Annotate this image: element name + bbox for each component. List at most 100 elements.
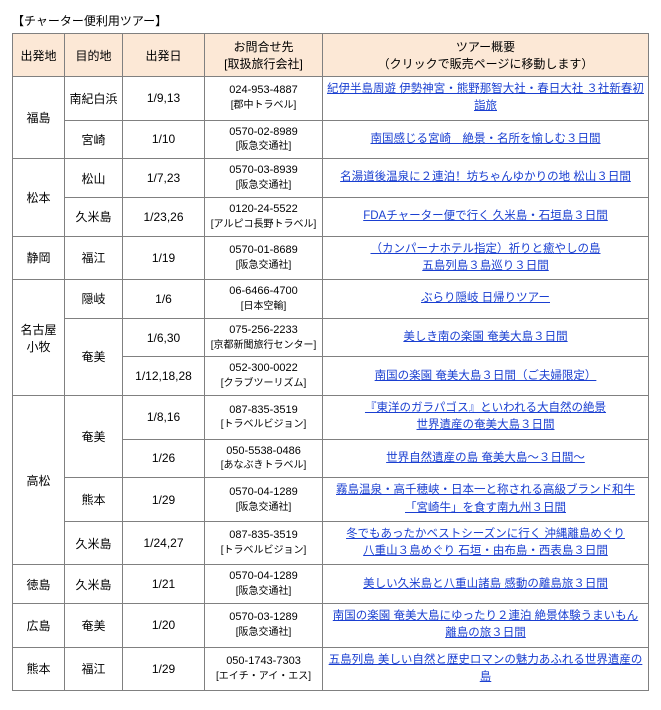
header-summary: ツアー概要 （クリックで販売ページに移動します）	[323, 34, 649, 77]
destination-cell: 福江	[65, 647, 123, 691]
summary-cell: 世界自然遺産の島 奄美大島～３日間～	[323, 439, 649, 478]
contact-agency: [京都新聞旅行センター]	[211, 340, 317, 351]
summary-cell: 美しい久米島と八重山諸島 感動の離島旅３日間	[323, 565, 649, 604]
tour-link[interactable]: 世界自然遺産の島 奄美大島～３日間～	[386, 452, 585, 464]
destination-cell: 久米島	[65, 565, 123, 604]
tour-table: 出発地 目的地 出発日 お問合せ先 [取扱旅行会社] ツアー概要 （クリックで販…	[12, 33, 649, 691]
date-cell: 1/23,26	[123, 197, 205, 236]
contact-agency: [阪急交通社]	[236, 141, 292, 152]
date-cell: 1/8,16	[123, 396, 205, 440]
tour-link[interactable]: 「宮崎牛」を食す南九州３日間	[405, 502, 566, 514]
contact-cell: 0570-02-8989 [阪急交通社]	[205, 120, 323, 159]
summary-cell: 『東洋のガラパゴス』といわれる大自然の絶景世界遺産の奄美大島３日間	[323, 396, 649, 440]
contact-phone: 052-300-0022	[229, 362, 298, 374]
contact-agency: [トラベルビジョン]	[221, 419, 307, 430]
contact-phone: 024-953-4887	[229, 84, 298, 96]
contact-agency: [阪急交通社]	[236, 502, 292, 513]
header-origin: 出発地	[13, 34, 65, 77]
contact-cell: 0570-04-1289 [阪急交通社]	[205, 565, 323, 604]
destination-cell: 奄美	[65, 604, 123, 648]
date-cell: 1/7,23	[123, 159, 205, 198]
table-row: 松本松山1/7,230570-03-8939[阪急交通社]名湯道後温泉に２連泊！…	[13, 159, 649, 198]
contact-cell: 052-300-0022[クラブツーリズム]	[205, 357, 323, 396]
contact-phone: 0570-02-8989	[229, 126, 298, 138]
summary-cell: 名湯道後温泉に２連泊！坊ちゃんゆかりの地 松山３日間	[323, 159, 649, 198]
date-cell: 1/26	[123, 439, 205, 478]
contact-cell: 087-835-3519[トラベルビジョン]	[205, 521, 323, 565]
tour-link[interactable]: 名湯道後温泉に２連泊！坊ちゃんゆかりの地 松山３日間	[340, 171, 631, 183]
tour-link[interactable]: 八重山３島めぐり 石垣・由布島・西表島３日間	[363, 545, 608, 557]
contact-agency: [阪急交通社]	[236, 260, 292, 271]
destination-cell: 松山	[65, 159, 123, 198]
tour-link[interactable]: 南国の楽園 奄美大島にゆったり２連泊 絶景体験うまいもん	[333, 610, 638, 622]
tour-link[interactable]: 五島列島３島巡り３日間	[422, 260, 549, 272]
table-row: 高松奄美1/8,16087-835-3519[トラベルビジョン]『東洋のガラパゴ…	[13, 396, 649, 440]
origin-cell: 松本	[13, 159, 65, 236]
table-caption: 【チャーター便利用ツアー】	[12, 12, 649, 29]
contact-agency: [郡中トラベル]	[231, 100, 297, 111]
tour-link[interactable]: 霧島温泉・高千穂峡・日本一と称される高級ブランド和牛	[336, 484, 635, 496]
contact-cell: 0120-24-5522[アルピコ長野トラベル]	[205, 197, 323, 236]
tour-link[interactable]: 美しい久米島と八重山諸島 感動の離島旅３日間	[363, 578, 608, 590]
table-row: 奄美1/6,30075-256-2233[京都新聞旅行センター]美しき南の楽園 …	[13, 318, 649, 357]
table-row: 徳島久米島1/21 0570-04-1289 [阪急交通社] 美しい久米島と八重山諸島…	[13, 565, 649, 604]
summary-cell: 南国の楽園 奄美大島３日間（ご夫婦限定）	[323, 357, 649, 396]
contact-cell: 0570-03-1289[阪急交通社]	[205, 604, 323, 648]
contact-agency: [阪急交通社]	[236, 586, 292, 597]
contact-phone: 0570-04-1289	[229, 570, 298, 582]
origin-cell: 福島	[13, 77, 65, 159]
destination-cell: 久米島	[65, 521, 123, 565]
table-row: 広島奄美1/200570-03-1289[阪急交通社] 南国の楽園 奄美大島にゆっ…	[13, 604, 649, 648]
contact-phone: 087-835-3519	[229, 529, 298, 541]
contact-cell: 0570-01-8689 [阪急交通社]	[205, 236, 323, 280]
tour-link[interactable]: 離島の旅３日間	[445, 627, 526, 639]
origin-cell: 徳島	[13, 565, 65, 604]
contact-agency: [あなぶきトラベル]	[221, 460, 307, 471]
date-cell: 1/19	[123, 236, 205, 280]
tour-link[interactable]: 南国感じる宮崎 絶景・名所を愉しむ３日間	[371, 133, 601, 145]
tour-link[interactable]: 美しき南の楽園 奄美大島３日間	[403, 331, 567, 343]
table-row: 静岡福江1/19 0570-01-8689 [阪急交通社] （カンパーナホテル指定）祈…	[13, 236, 649, 280]
date-cell: 1/6,30	[123, 318, 205, 357]
tour-link[interactable]: 南国の楽園 奄美大島３日間（ご夫婦限定）	[375, 370, 597, 382]
contact-cell: 024-953-4887 [郡中トラベル]	[205, 77, 323, 121]
summary-cell: 紀伊半島周遊 伊勢神宮・熊野那智大社・春日大社 ３社新春初詣旅	[323, 77, 649, 121]
date-cell: 1/9,13	[123, 77, 205, 121]
table-row: 熊本福江1/29050-1743-7303[エイチ・アイ・エス] 五島列島 美しい…	[13, 647, 649, 691]
destination-cell: 宮崎	[65, 120, 123, 159]
summary-cell: 霧島温泉・高千穂峡・日本一と称される高級ブランド和牛「宮崎牛」を食す南九州３日間	[323, 478, 649, 522]
contact-phone: 0570-03-1289	[229, 611, 298, 623]
summary-cell: 南国感じる宮崎 絶景・名所を愉しむ３日間	[323, 120, 649, 159]
tour-link[interactable]: FDAチャーター便で行く 久米島・石垣島３日間	[363, 210, 608, 222]
header-row: 出発地 目的地 出発日 お問合せ先 [取扱旅行会社] ツアー概要 （クリックで販…	[13, 34, 649, 77]
contact-agency: [阪急交通社]	[236, 180, 292, 191]
tour-link[interactable]: 紀伊半島周遊 伊勢神宮・熊野那智大社・春日大社 ３社新春初詣旅	[327, 83, 644, 112]
table-row: 久米島1/23,260120-24-5522[アルピコ長野トラベル]FDAチャー…	[13, 197, 649, 236]
destination-cell: 福江	[65, 236, 123, 280]
tour-link[interactable]: （カンパーナホテル指定）祈りと癒やしの島	[371, 243, 601, 255]
date-cell: 1/29	[123, 478, 205, 522]
contact-cell: 06-6466-4700[日本空輸]	[205, 280, 323, 319]
contact-phone: 0570-01-8689	[229, 244, 298, 256]
origin-cell: 静岡	[13, 236, 65, 280]
date-cell: 1/29	[123, 647, 205, 691]
destination-cell: 奄美	[65, 318, 123, 395]
tour-link[interactable]: 冬でもあったかベストシーズンに行く 沖縄離島めぐり	[346, 528, 625, 540]
tour-link[interactable]: 島	[480, 671, 492, 683]
tour-link[interactable]: ぶらり隠岐 日帰りツアー	[421, 292, 550, 304]
contact-phone: 050-1743-7303	[226, 655, 301, 667]
date-cell: 1/21	[123, 565, 205, 604]
tour-link[interactable]: 世界遺産の奄美大島３日間	[417, 419, 555, 431]
header-contact: お問合せ先 [取扱旅行会社]	[205, 34, 323, 77]
header-date: 出発日	[123, 34, 205, 77]
summary-cell: （カンパーナホテル指定）祈りと癒やしの島五島列島３島巡り３日間	[323, 236, 649, 280]
contact-phone: 0570-03-8939	[229, 164, 298, 176]
contact-cell: 050-1743-7303[エイチ・アイ・エス]	[205, 647, 323, 691]
origin-cell: 高松	[13, 396, 65, 565]
table-row: 久米島1/24,27087-835-3519[トラベルビジョン]冬でもあったかベ…	[13, 521, 649, 565]
tour-link[interactable]: 五島列島 美しい自然と歴史ロマンの魅力あふれる世界遺産の	[329, 654, 643, 666]
origin-cell: 広島	[13, 604, 65, 648]
date-cell: 1/20	[123, 604, 205, 648]
origin-cell: 熊本	[13, 647, 65, 691]
tour-link[interactable]: 『東洋のガラパゴス』といわれる大自然の絶景	[365, 402, 606, 414]
